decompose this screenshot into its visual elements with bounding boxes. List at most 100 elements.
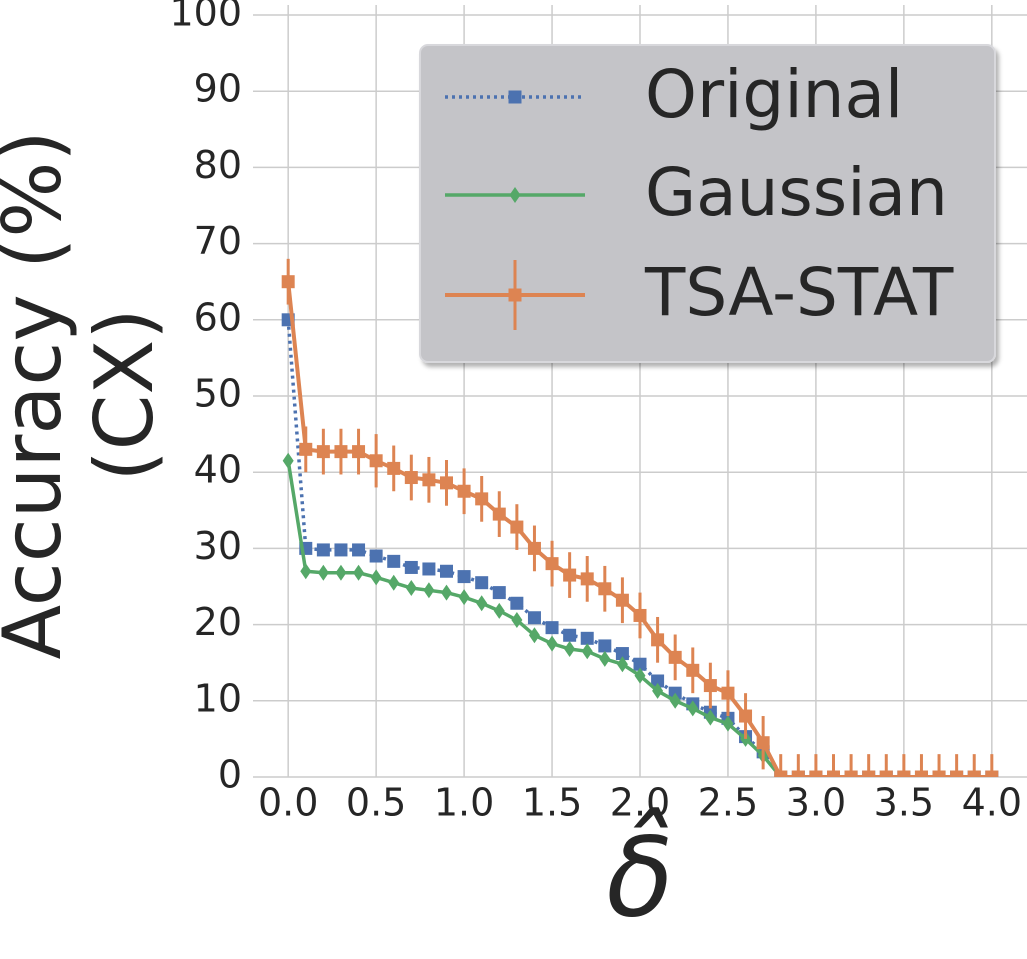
marker [299, 442, 313, 456]
legend-label: Original [645, 56, 903, 133]
marker [739, 709, 753, 723]
marker [897, 770, 911, 777]
marker [353, 564, 365, 581]
marker [703, 679, 717, 693]
marker [721, 686, 735, 700]
y-tick-label: 60 [194, 295, 242, 339]
marker [879, 770, 893, 777]
x-tick-label: 3.0 [786, 781, 846, 825]
x-tick-label: 1.0 [434, 781, 494, 825]
marker [492, 586, 506, 600]
marker [422, 562, 436, 576]
y-tick-label: 0 [218, 753, 242, 797]
marker [615, 593, 629, 607]
marker [405, 580, 417, 597]
marker [300, 563, 312, 580]
x-tick-label: 2.0 [610, 781, 670, 825]
y-tick-label: 30 [194, 524, 242, 568]
legend-label: TSA-STAT [644, 254, 954, 331]
marker [317, 564, 329, 581]
marker [580, 572, 594, 586]
marker [404, 560, 418, 574]
x-tick-label: 0.5 [346, 781, 406, 825]
marker [687, 700, 699, 717]
x-tick-label: 2.5 [698, 781, 758, 825]
marker [844, 770, 858, 777]
y-tick-label: 10 [194, 676, 242, 720]
marker [457, 570, 471, 584]
marker [932, 770, 946, 777]
marker [316, 445, 330, 459]
marker [616, 656, 628, 673]
marker [668, 650, 682, 664]
marker [387, 554, 401, 568]
marker [527, 611, 541, 625]
marker [528, 627, 540, 644]
marker [388, 574, 400, 591]
marker [633, 657, 647, 671]
marker [511, 612, 523, 629]
marker [722, 715, 734, 732]
plot-area [281, 258, 999, 777]
y-tick-label: 100 [169, 0, 242, 35]
marker [791, 770, 805, 777]
marker [652, 682, 664, 699]
marker [634, 667, 646, 684]
x-tick-label: 0.0 [258, 781, 318, 825]
marker [335, 564, 347, 581]
marker [563, 628, 577, 642]
marker [545, 557, 559, 571]
legend: Original Gaussian TSA-STAT [419, 44, 996, 363]
marker [476, 595, 488, 612]
marker [282, 452, 294, 469]
marker [564, 640, 576, 657]
marker [545, 621, 559, 635]
marker [633, 608, 647, 622]
marker [527, 541, 541, 555]
y-axis-label: Accuracy (%) [0, 130, 79, 659]
marker [598, 639, 612, 653]
marker [686, 663, 700, 677]
marker [985, 770, 999, 777]
marker [580, 631, 594, 645]
marker [369, 549, 383, 563]
y-tick-label: 20 [194, 600, 242, 644]
marker [458, 589, 470, 606]
marker [423, 582, 435, 599]
marker [510, 596, 524, 610]
y-tick-label: 50 [194, 372, 242, 416]
marker [914, 770, 928, 777]
marker [598, 582, 612, 596]
marker [440, 476, 453, 490]
marker [508, 90, 522, 104]
marker [440, 564, 453, 578]
marker [508, 288, 522, 302]
marker [704, 709, 716, 726]
marker [546, 635, 558, 652]
marker [404, 471, 418, 485]
y-axis-label: (CX) [78, 308, 171, 481]
marker [809, 770, 823, 777]
marker [457, 484, 471, 498]
marker [316, 543, 330, 557]
marker [475, 576, 489, 590]
marker [422, 473, 436, 487]
x-tick-label: 3.5 [874, 781, 934, 825]
grid [253, 5, 1027, 778]
marker [651, 674, 665, 688]
marker [669, 692, 681, 709]
marker [492, 507, 506, 521]
marker [615, 647, 629, 661]
marker [441, 584, 452, 601]
marker [475, 492, 489, 506]
y-tick-label: 40 [194, 448, 242, 492]
marker [352, 445, 366, 459]
marker [827, 770, 840, 777]
marker [369, 454, 383, 468]
x-tick-label: 4.0 [962, 781, 1022, 825]
marker [756, 736, 770, 750]
y-tick-label: 70 [194, 219, 242, 263]
marker [862, 770, 876, 777]
y-tick-label: 90 [194, 67, 242, 111]
marker [967, 770, 981, 777]
